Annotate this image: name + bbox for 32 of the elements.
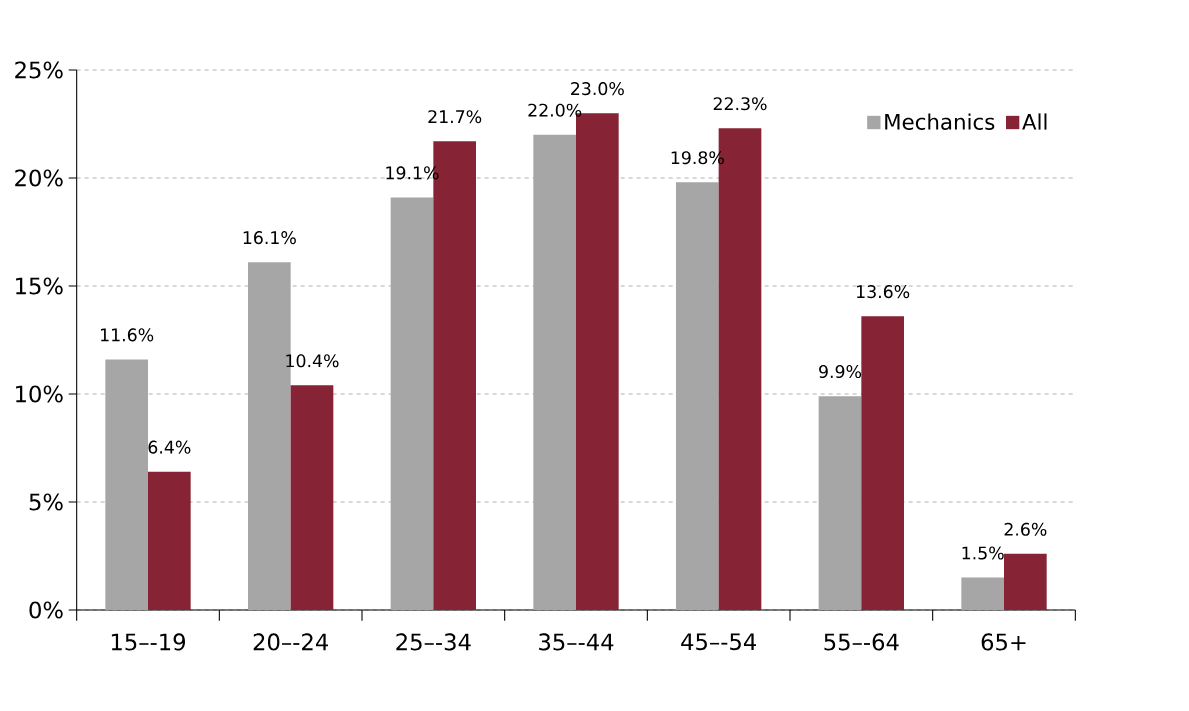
data-label: 23.0% [571,82,624,96]
y-tick-label: 5% [29,493,63,511]
data-label: 11.6% [101,328,154,342]
bar [861,316,905,610]
y-tick-label: 15% [16,277,63,295]
bar [148,471,191,610]
x-tick-label: 65+ [981,633,1026,651]
y-tick-label: 20% [15,169,63,187]
x-tick-label: 20–-24 [253,633,328,651]
y-tick-label: 0% [29,601,63,619]
bar [961,577,1004,610]
data-label: 21.7% [428,110,482,124]
y-tick-label: 10% [16,385,63,403]
x-tick-label: 55–-64 [824,633,899,651]
data-label: 16.1% [243,231,296,245]
x-tick-label: 15–-19 [111,633,185,651]
data-label: 10.4% [286,354,339,368]
x-tick-label: 45–-54 [681,633,756,651]
bar [1004,553,1047,610]
data-label: 13.6% [857,285,910,299]
data-label: 9.9% [819,365,862,379]
data-label: 1.5% [962,546,1004,560]
x-tick-label: 35–-44 [539,633,614,651]
data-label: 6.4% [148,440,191,454]
legend-label: Mechanics [885,113,995,130]
legend-label: All [1022,113,1047,130]
data-label: 2.6% [1004,522,1047,536]
x-tick-label: 25–-34 [396,633,471,651]
y-tick-label: 25% [15,61,63,79]
data-label: 22.3% [713,97,767,111]
bar [290,385,334,610]
data-label: 22.0% [528,103,582,117]
